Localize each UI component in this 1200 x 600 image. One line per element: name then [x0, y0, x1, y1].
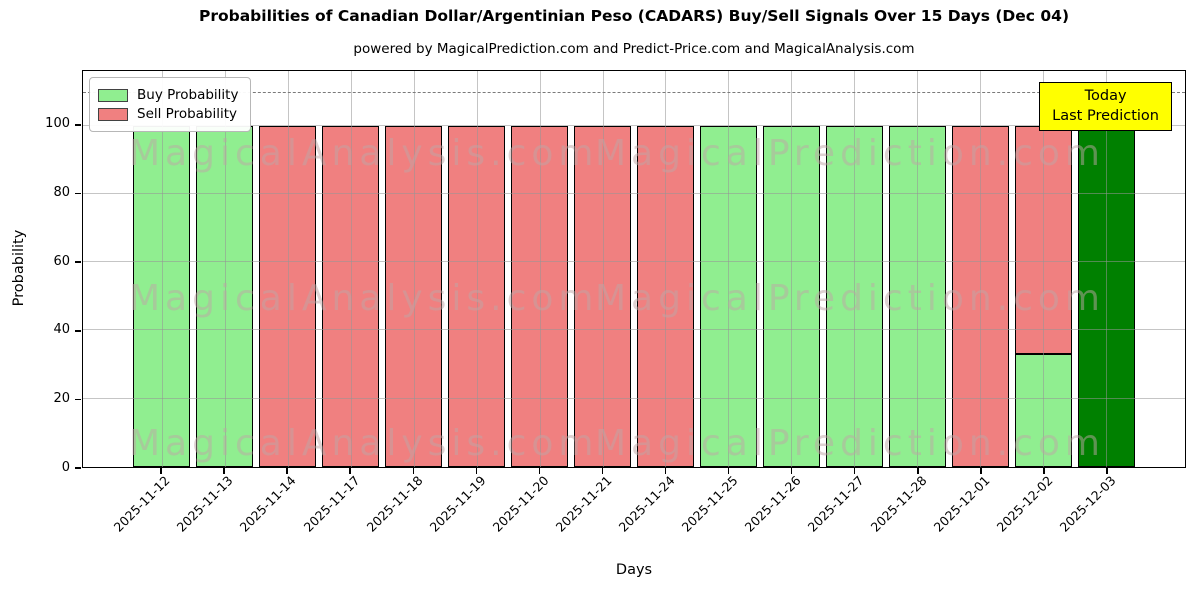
- y-tick-mark: [75, 124, 81, 126]
- x-tick-mark: [664, 468, 667, 474]
- x-tick-mark: [727, 468, 730, 474]
- y-tick-label: 0: [61, 459, 70, 475]
- y-tick-mark: [75, 192, 81, 195]
- x-tick-mark: [601, 468, 604, 474]
- x-tick-mark: [160, 468, 162, 474]
- threshold-dashed-line: [83, 91, 1185, 93]
- x-tick-mark: [790, 468, 793, 474]
- buy-color-swatch: [98, 88, 128, 102]
- bar-buy-2025-11-12: [133, 125, 191, 467]
- sell-color-swatch: [98, 107, 128, 121]
- x-tick-label: 2025-12-03: [1057, 472, 1120, 535]
- y-tick-label: 20: [53, 390, 70, 406]
- bar-buy-2025-11-13: [196, 125, 254, 467]
- legend-label: Buy Probability: [137, 87, 239, 103]
- bar-sell-2025-11-18: [385, 125, 443, 467]
- x-tick-mark: [980, 468, 982, 474]
- y-tick-mark: [75, 330, 81, 332]
- x-tick-mark: [853, 468, 856, 474]
- bar-sell-2025-12-02: [1014, 125, 1072, 355]
- x-tick-mark: [349, 468, 351, 474]
- y-tick-label: 40: [53, 322, 70, 338]
- y-tick-label: 80: [53, 185, 70, 201]
- chart-title: Probabilities of Canadian Dollar/Argenti…: [198, 7, 1070, 25]
- bar-buy-2025-11-27: [825, 125, 883, 467]
- chart-subtitle: powered by MagicalPrediction.com and Pre…: [353, 41, 915, 57]
- bar-sell-2025-12-01: [951, 125, 1009, 467]
- bar-buy-2025-12-03: [1077, 125, 1135, 467]
- bar-sell-2025-11-14: [259, 125, 317, 467]
- x-tick-mark: [475, 468, 478, 474]
- plot-area: MagicalAnalysis.com MagicalPrediction.co…: [82, 70, 1186, 468]
- today-annotation-line1: Today: [1084, 88, 1127, 104]
- x-tick-mark: [286, 468, 288, 474]
- bar-sell-2025-11-21: [574, 125, 631, 467]
- today-annotation-line2: Last Prediction: [1052, 108, 1159, 125]
- y-tick-label: 100: [45, 116, 70, 132]
- y-axis-label: Probability: [11, 229, 27, 307]
- bar-buy-2025-11-26: [762, 125, 820, 467]
- bar-buy-2025-11-28: [888, 125, 946, 467]
- y-tick-mark: [75, 398, 81, 401]
- legend-label: Sell Probability: [137, 106, 238, 122]
- bar-sell-2025-11-17: [322, 125, 380, 467]
- legend: Buy Probability Sell Probability: [89, 77, 252, 132]
- x-axis-label: Days: [615, 562, 653, 578]
- bar-buy-2025-11-25: [699, 125, 757, 467]
- bar-sell-2025-11-19: [448, 125, 506, 467]
- legend-entry-buy: Buy Probability: [98, 87, 238, 103]
- x-tick-mark: [1106, 468, 1108, 474]
- x-tick-mark: [917, 468, 919, 474]
- y-tick-label: 60: [53, 253, 70, 269]
- today-annotation: Today Last Prediction: [1039, 82, 1172, 131]
- bar-sell-2025-11-20: [511, 125, 569, 467]
- bar-buy-2025-12-02: [1014, 354, 1072, 467]
- legend-entry-sell: Sell Probability: [98, 106, 238, 122]
- bar-sell-2025-11-24: [636, 125, 694, 467]
- x-tick-mark: [538, 468, 541, 474]
- y-tick-mark: [75, 261, 81, 263]
- x-tick-mark: [412, 468, 415, 474]
- y-tick-mark: [75, 467, 81, 469]
- x-tick-mark: [223, 468, 225, 474]
- x-tick-mark: [1043, 468, 1045, 474]
